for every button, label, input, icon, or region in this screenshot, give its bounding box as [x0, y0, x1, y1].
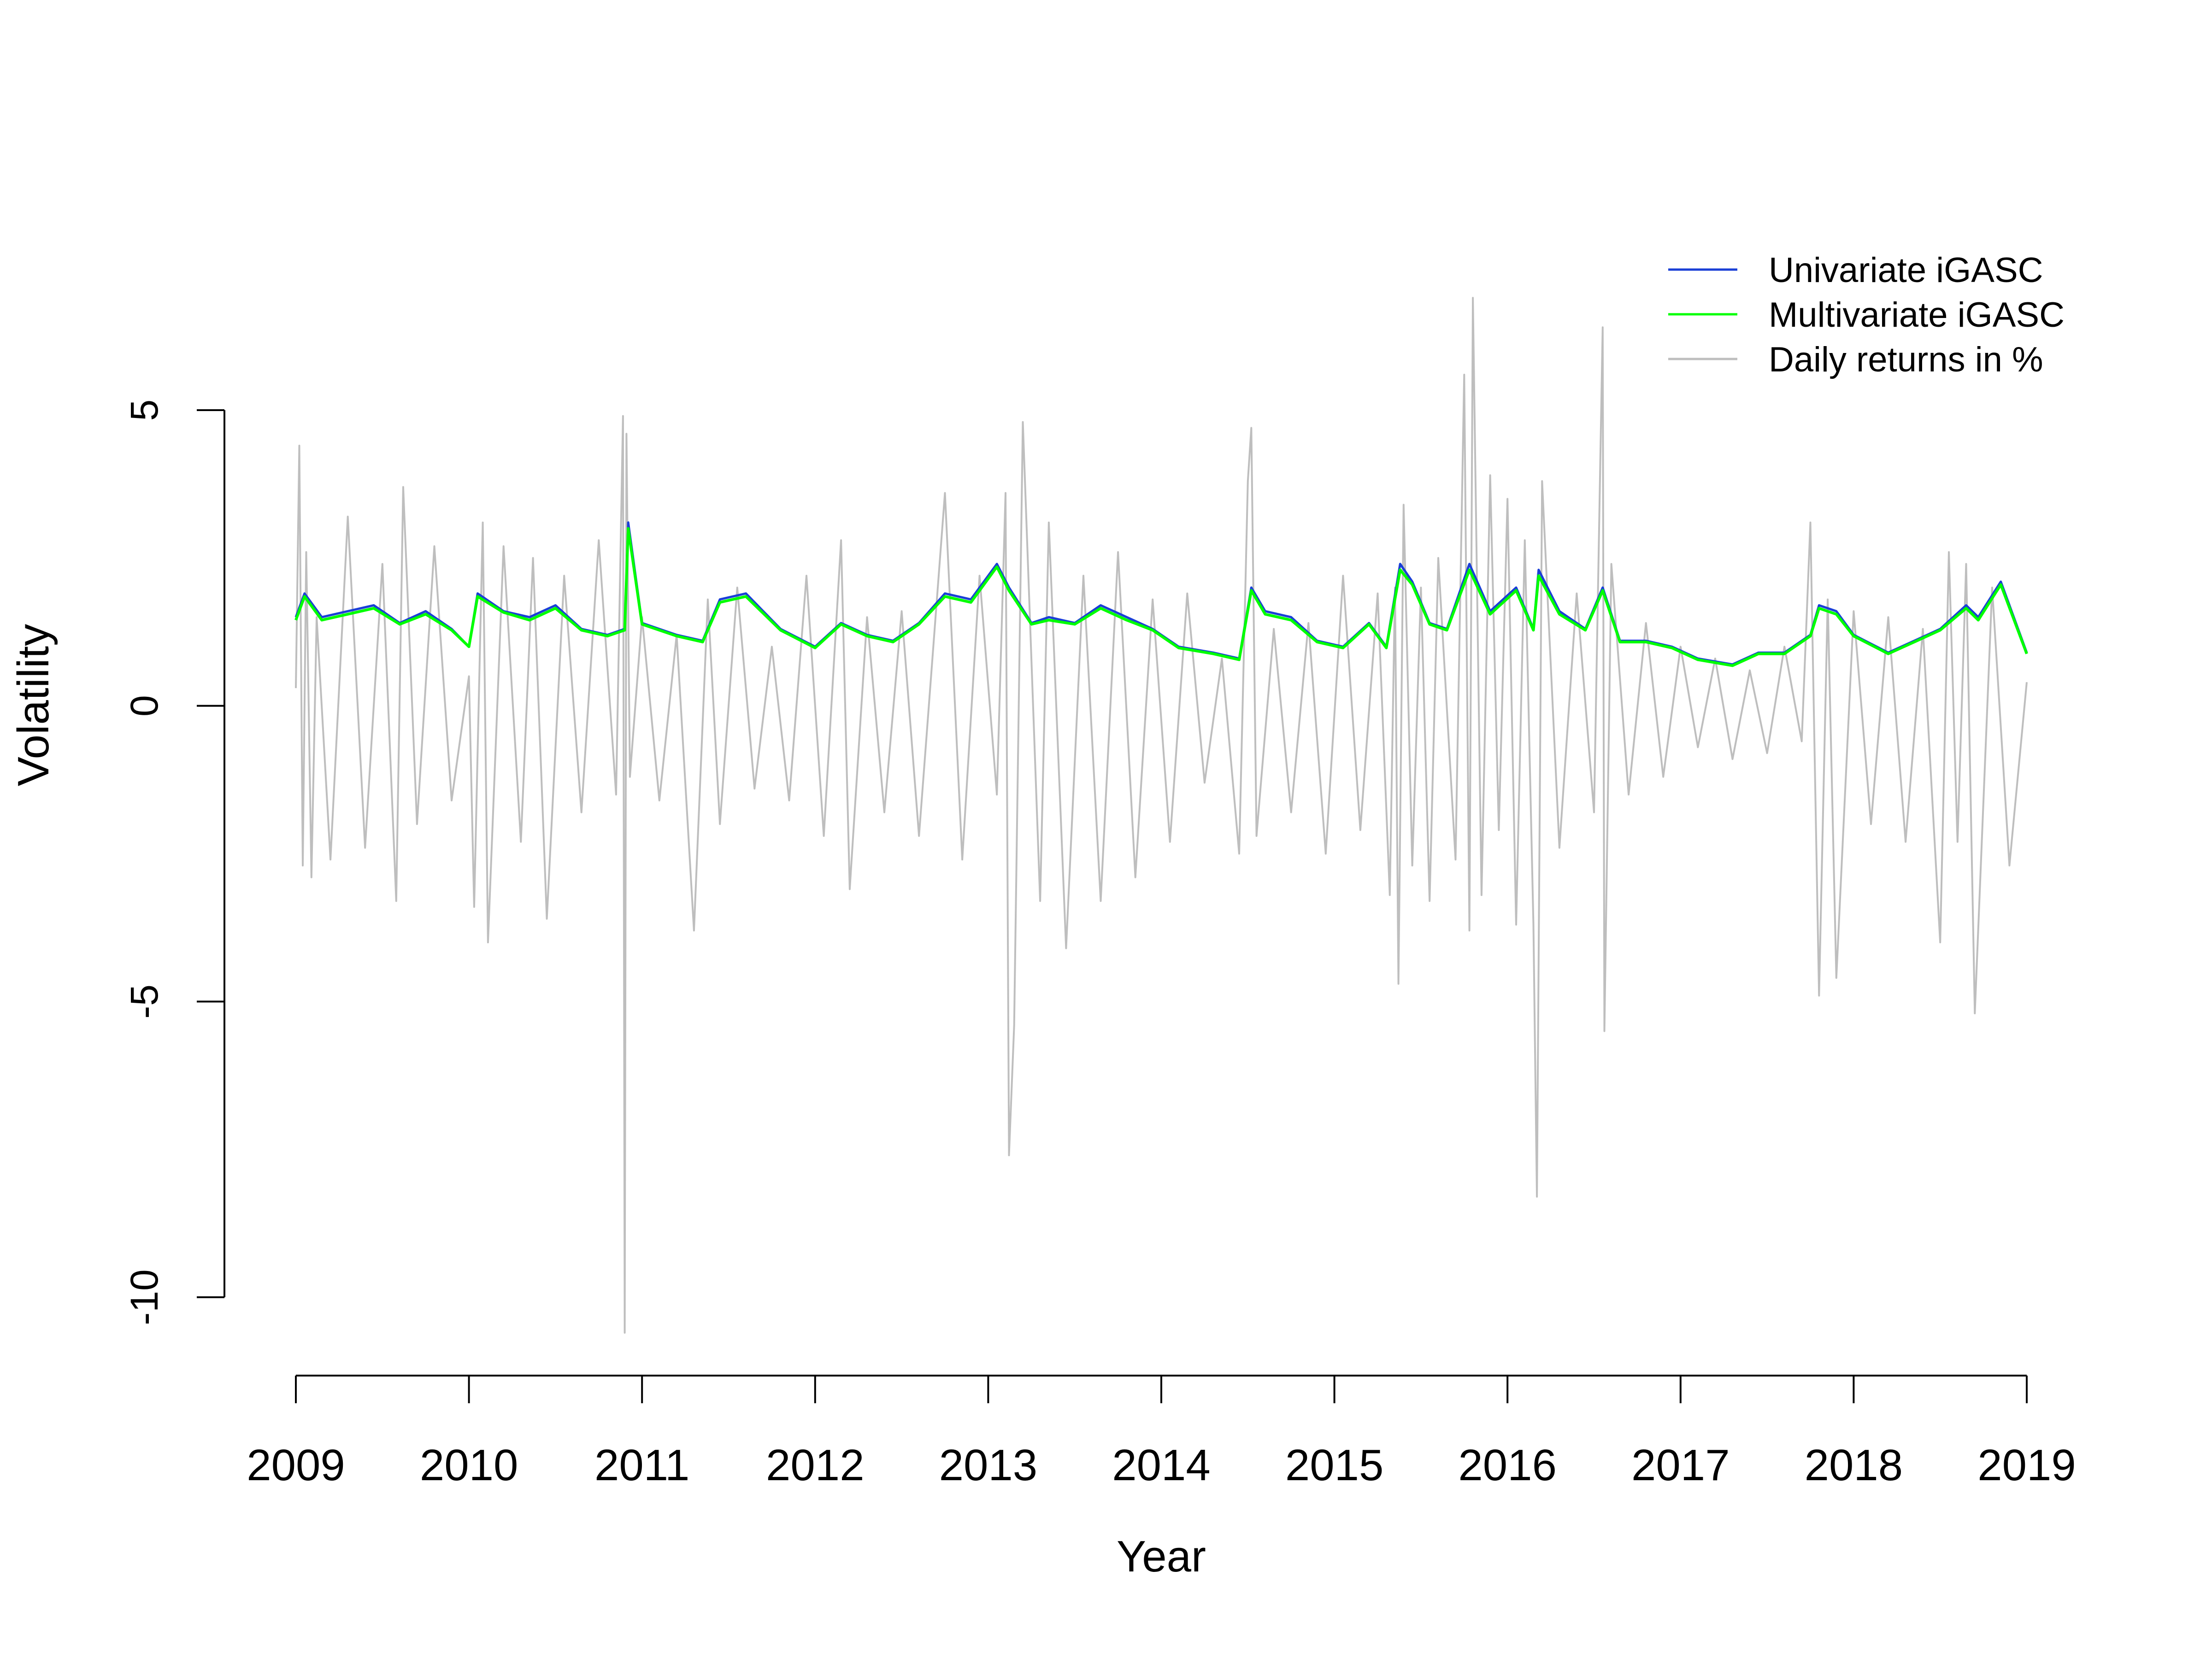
x-axis: 2009 2010 2011 2012 2013 2014 2015 2016 2017 2018…	[247, 1375, 2076, 1490]
y-tick-label: -10	[123, 1269, 166, 1325]
univariate-series	[294, 521, 2028, 666]
x-tick-label: 2012	[766, 1441, 865, 1490]
y-tick-label: -5	[123, 984, 166, 1019]
legend-label-multivariate: Multivariate iGASC	[1769, 295, 2065, 335]
x-tick-label: 2016	[1458, 1441, 1557, 1490]
x-tick-label: 2017	[1631, 1441, 1730, 1490]
legend-label-returns: Daily returns in %	[1769, 340, 2043, 379]
multivariate-series	[294, 527, 2028, 667]
x-tick-label: 2014	[1112, 1441, 1211, 1490]
x-tick-label: 2011	[594, 1441, 689, 1490]
univariate-line	[294, 521, 2028, 666]
x-tick-label: 2010	[420, 1441, 518, 1490]
y-tick-label: 0	[123, 695, 166, 717]
x-tick-label: 2019	[1977, 1441, 2076, 1490]
returns-series	[295, 297, 2028, 1334]
x-tick-label: 2013	[939, 1441, 1038, 1490]
y-tick-label: 5	[123, 400, 166, 421]
legend: Univariate iGASC Multivariate iGASC Dail…	[1668, 251, 2065, 379]
y-axis-label: Volatility	[9, 624, 58, 786]
y-axis: -10 -5 0 5	[123, 400, 225, 1325]
x-tick-label: 2015	[1285, 1441, 1384, 1490]
x-tick-label: 2018	[1805, 1441, 1903, 1490]
legend-label-univariate: Univariate iGASC	[1769, 251, 2043, 290]
x-tick-label: 2009	[247, 1441, 345, 1490]
returns-line	[295, 297, 2028, 1334]
multivariate-line	[294, 527, 2028, 667]
x-axis-label: Year	[1117, 1532, 1206, 1581]
